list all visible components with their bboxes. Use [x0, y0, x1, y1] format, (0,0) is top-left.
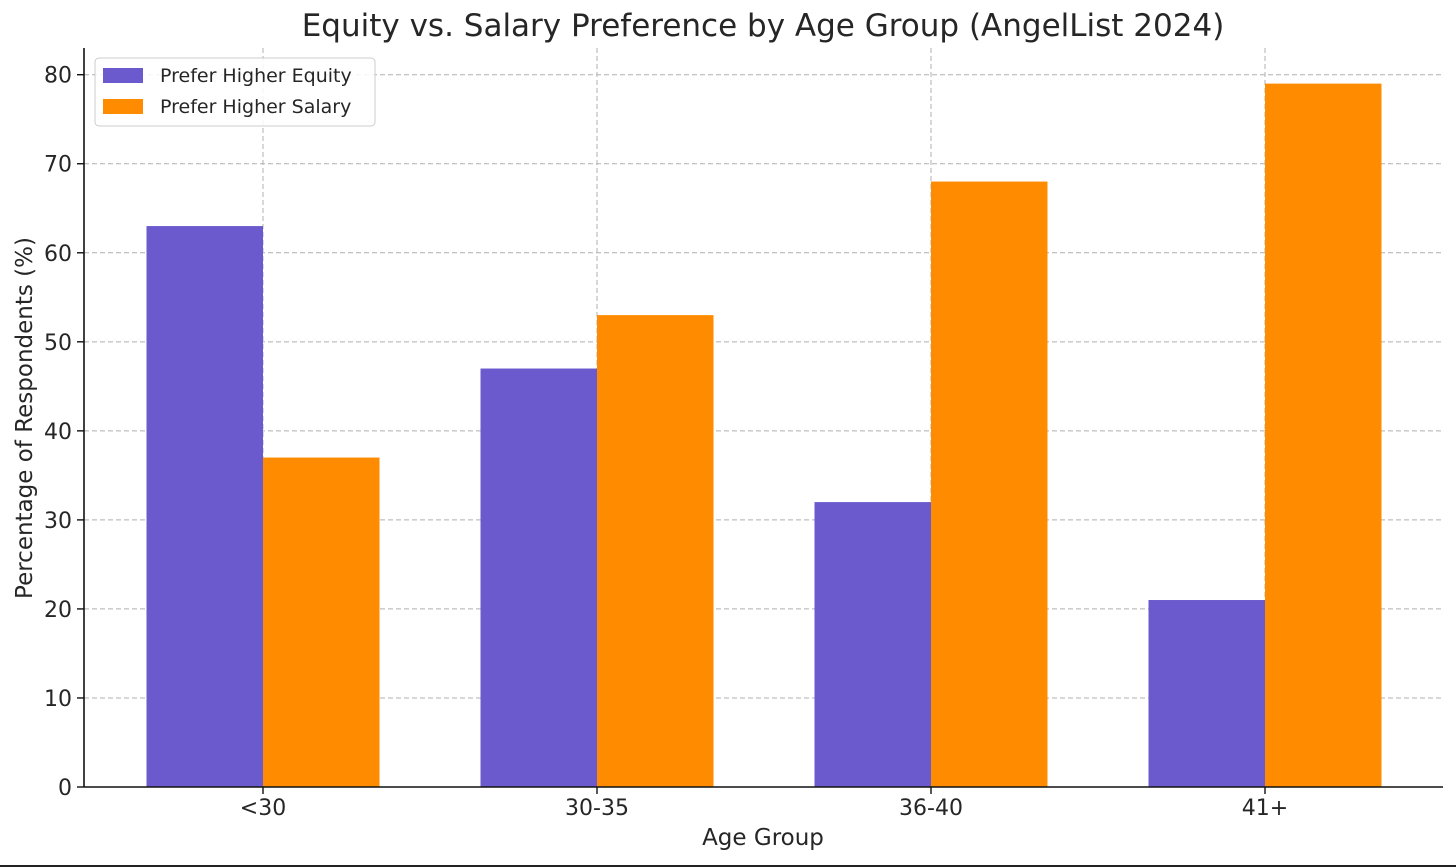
legend-label-equity: Prefer Higher Equity — [160, 65, 352, 87]
y-tick-label: 80 — [44, 64, 72, 89]
bar-salary-0 — [263, 457, 380, 787]
legend: Prefer Higher Equity Prefer Higher Salar… — [94, 57, 376, 127]
legend-swatch-salary — [103, 99, 143, 114]
y-tick-label: 70 — [44, 153, 72, 178]
y-tick-label: 0 — [58, 776, 72, 801]
y-tick-label: 10 — [44, 687, 72, 712]
bar-equity-2 — [814, 502, 931, 787]
bar-salary-1 — [597, 315, 714, 787]
y-tick-label: 50 — [44, 331, 72, 356]
bar-equity-3 — [1148, 600, 1265, 787]
y-tick-label: 30 — [44, 509, 72, 534]
y-tick-label: 60 — [44, 242, 72, 267]
axes-layer — [83, 48, 1443, 788]
y-tick-label: 20 — [44, 598, 72, 623]
bar-equity-1 — [480, 368, 597, 787]
x-axis-label: Age Group — [702, 825, 824, 851]
legend-label-salary: Prefer Higher Salary — [160, 96, 351, 118]
ticks-layer: 0 10 20 30 40 50 60 70 80 <30 30-35 36-40 41+ — [44, 64, 1288, 821]
bars-layer — [146, 83, 1382, 788]
y-axis-label: Percentage of Respondents (%) — [12, 237, 38, 599]
bar-salary-3 — [1265, 83, 1382, 788]
bar-equity-0 — [146, 226, 263, 788]
x-tick-label: 30-35 — [565, 796, 629, 821]
legend-swatch-equity — [103, 68, 143, 83]
y-tick-label: 40 — [44, 420, 72, 445]
legend-box — [94, 57, 376, 127]
chart-title: Equity vs. Salary Preference by Age Grou… — [302, 8, 1225, 44]
x-tick-label: <30 — [240, 796, 286, 821]
x-tick-label: 41+ — [1242, 796, 1288, 821]
x-tick-label: 36-40 — [899, 796, 963, 821]
bar-salary-2 — [931, 181, 1048, 788]
